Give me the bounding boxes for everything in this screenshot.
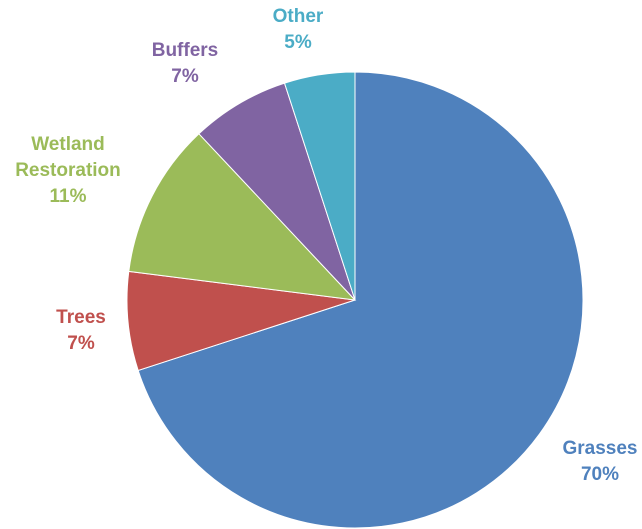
data-label-category: Wetland	[31, 134, 105, 155]
labels-layer: Grasses 70% Trees 7% Wetland Restoration 11% Bu…	[15, 6, 637, 485]
slices-layer	[126, 71, 584, 529]
data-label-value: 11%	[50, 186, 87, 207]
data-label-grasses: Grasses 70%	[562, 438, 637, 485]
data-label-value: 7%	[67, 333, 95, 354]
data-label-buffers: Buffers 7%	[152, 40, 219, 87]
data-label-other: Other 5%	[273, 6, 324, 53]
data-label-category: Buffers	[152, 40, 219, 61]
data-label-category: Other	[273, 6, 324, 27]
data-label-value: 7%	[171, 66, 199, 87]
pie-slice-wetland-restoration	[128, 133, 357, 301]
data-label-category: Grasses	[562, 438, 637, 459]
data-label-wetland-restoration: Wetland Restoration 11%	[15, 134, 121, 207]
pie-slice-grasses	[137, 71, 584, 529]
data-label-category: Restoration	[15, 160, 121, 181]
data-label-value: 5%	[284, 32, 312, 53]
data-label-value: 70%	[581, 464, 619, 485]
data-label-category: Trees	[56, 307, 106, 328]
pie-slice-other	[283, 71, 356, 301]
data-label-trees: Trees 7%	[56, 307, 106, 354]
